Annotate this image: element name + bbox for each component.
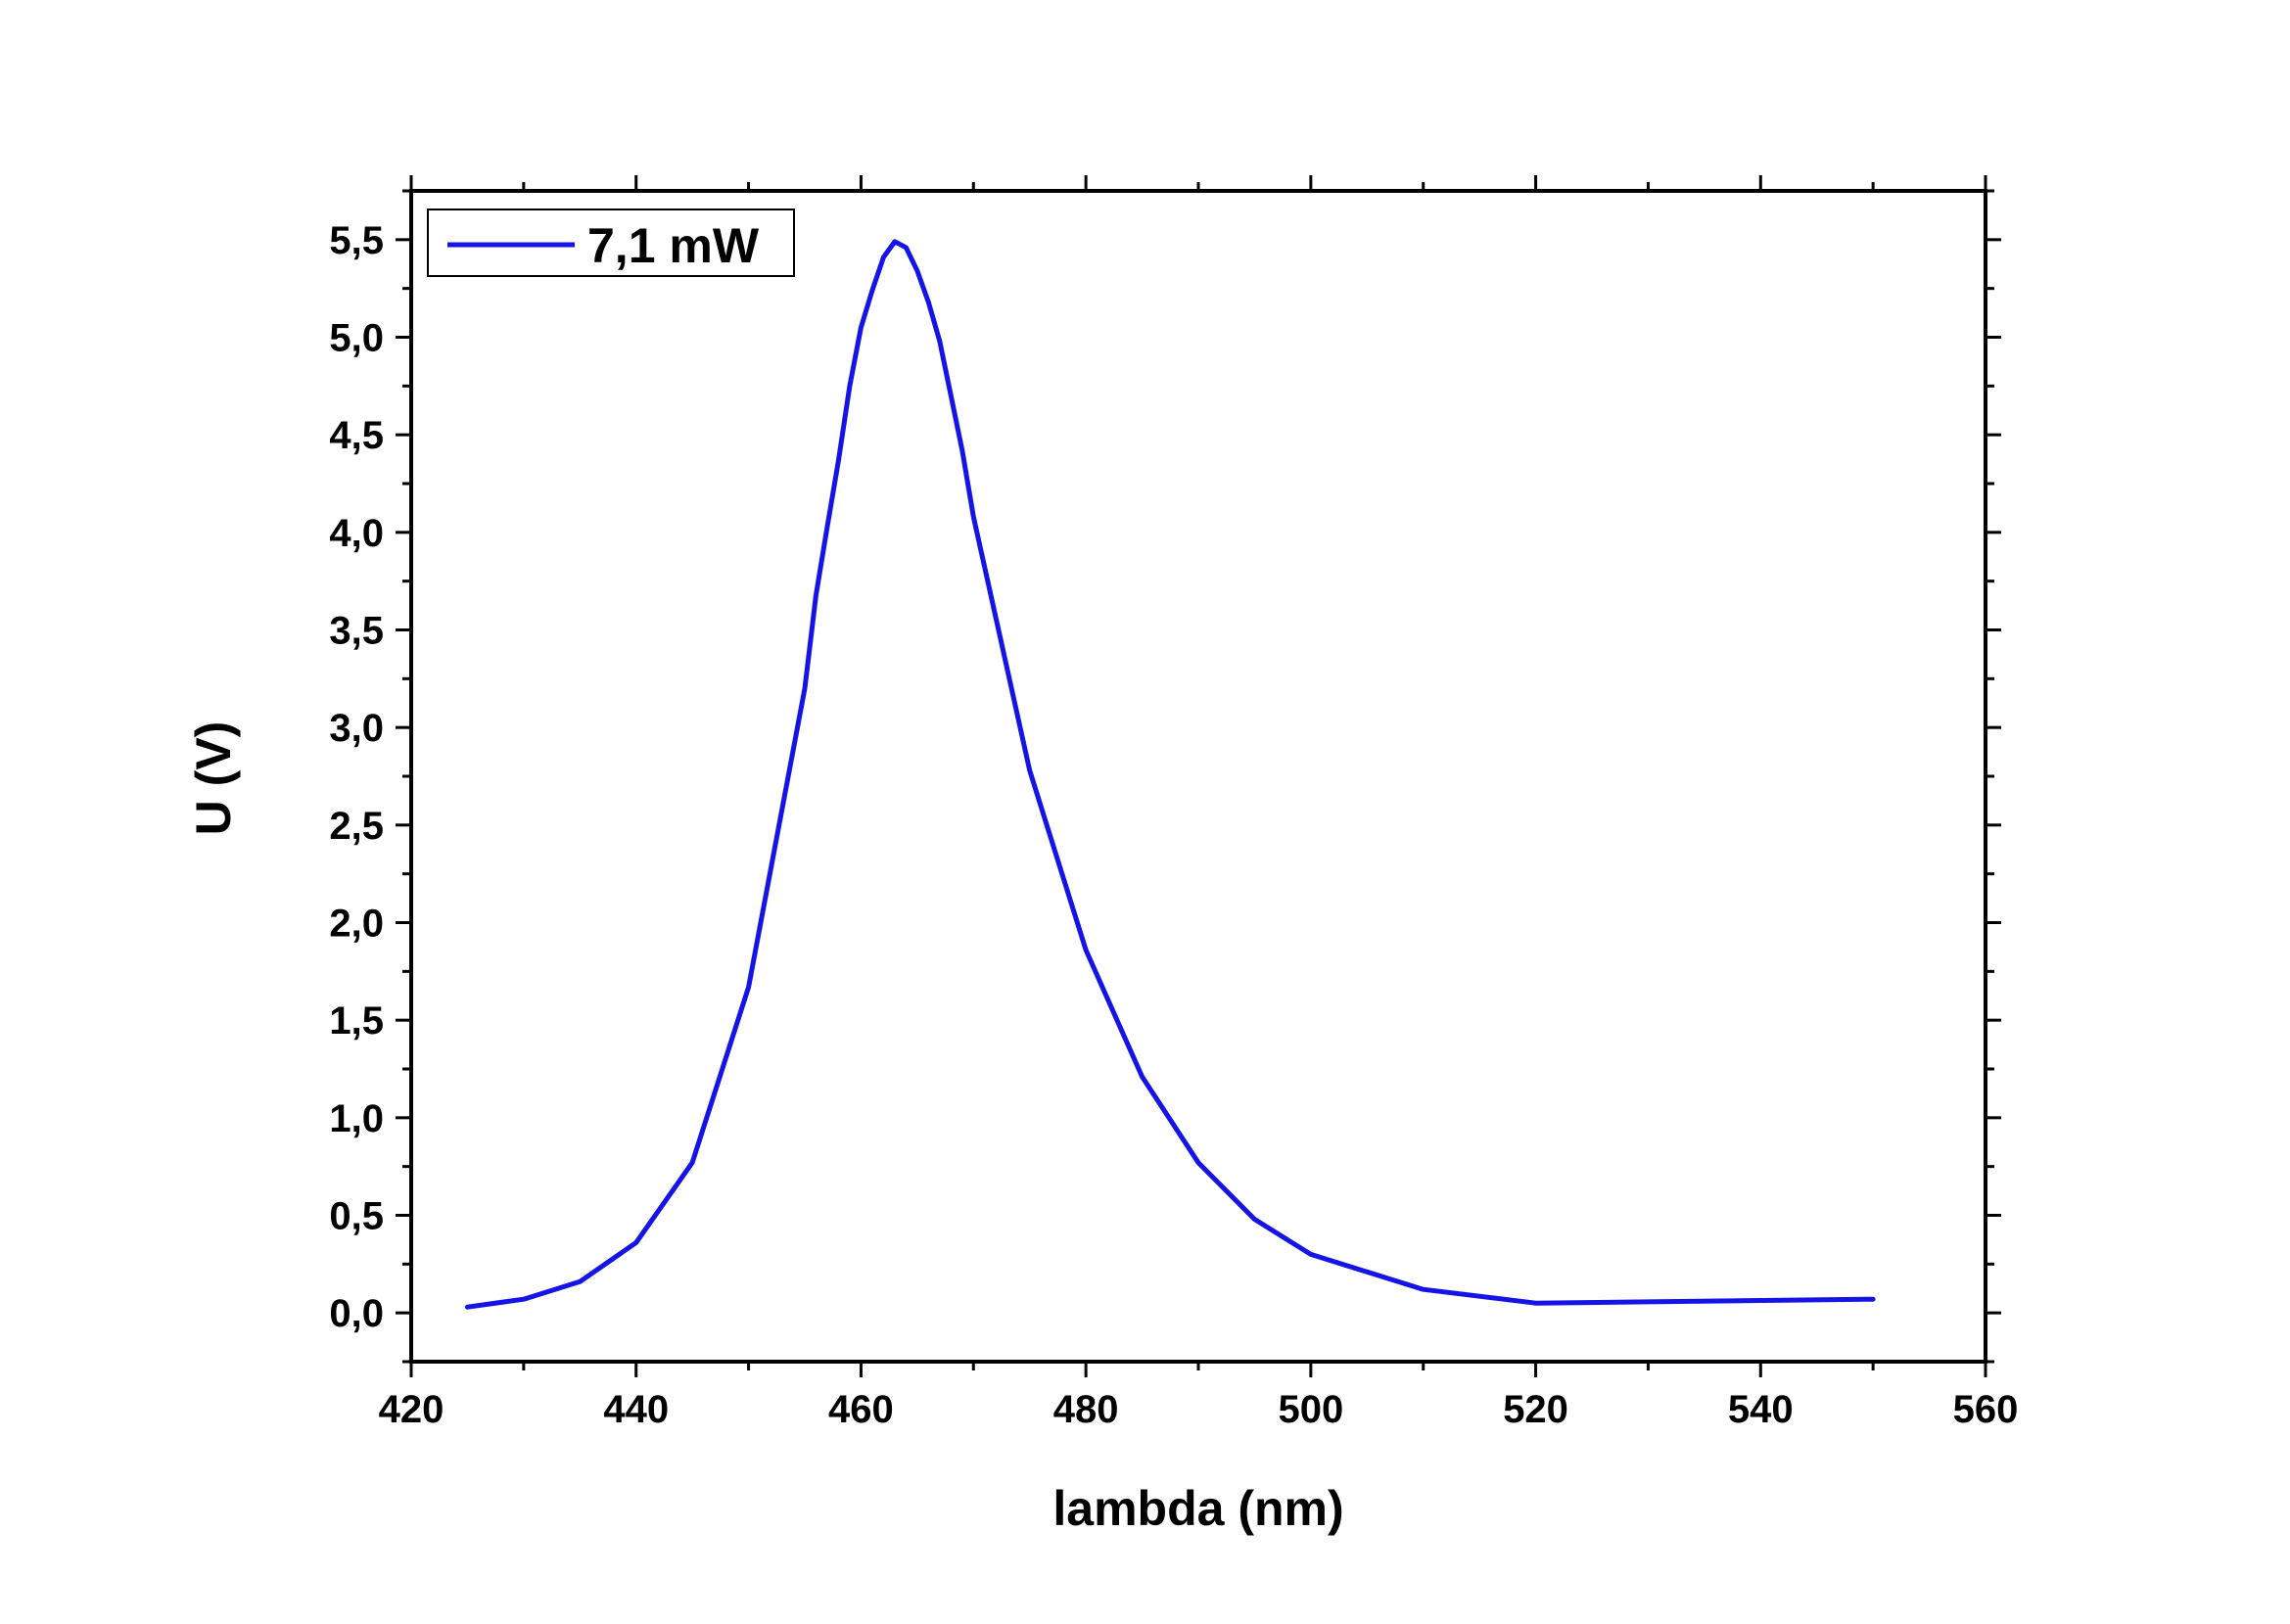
series-line — [464, 239, 1876, 1310]
y-tick-label: 4,5 — [329, 414, 384, 457]
x-tick-label: 480 — [1053, 1388, 1119, 1431]
series-layer — [464, 239, 1876, 1310]
legend-box — [427, 209, 795, 277]
plot-frame — [409, 189, 1987, 1364]
y-tick-label: 0,0 — [329, 1292, 384, 1335]
y-tick-label: 0,5 — [329, 1195, 384, 1238]
y-tick-label: 1,0 — [329, 1097, 384, 1140]
legend-label: 7,1 mW — [587, 218, 760, 273]
x-tick-label: 460 — [828, 1388, 894, 1431]
y-tick-label: 3,0 — [329, 707, 384, 750]
x-tick-label: 560 — [1953, 1388, 2019, 1431]
y-axis-title: U (V) — [186, 721, 241, 836]
y-tick-label: 4,0 — [329, 512, 384, 555]
x-tick-label: 500 — [1278, 1388, 1343, 1431]
y-axis: 0,0 0,5 1,0 1,5 2,0 2,5 3,0 3,5 4,0 4,5 5,0 5,5 — [329, 189, 2001, 1364]
legend: 7,1 mW — [427, 209, 795, 277]
y-tick-label: 5,0 — [329, 317, 384, 360]
x-axis-title: lambda (nm) — [1052, 1481, 1343, 1536]
x-tick-label: 540 — [1728, 1388, 1794, 1431]
x-tick-label: 440 — [603, 1388, 669, 1431]
x-tick-label: 520 — [1503, 1388, 1568, 1431]
x-axis: 420 440 460 480 500 520 540 560 — [379, 175, 2019, 1431]
y-tick-label: 2,0 — [329, 903, 384, 946]
y-tick-label: 3,5 — [329, 610, 384, 653]
y-tick-label: 1,5 — [329, 999, 384, 1043]
x-tick-label: 420 — [379, 1388, 444, 1431]
y-tick-label: 5,5 — [329, 219, 384, 262]
y-tick-label: 2,5 — [329, 805, 384, 848]
